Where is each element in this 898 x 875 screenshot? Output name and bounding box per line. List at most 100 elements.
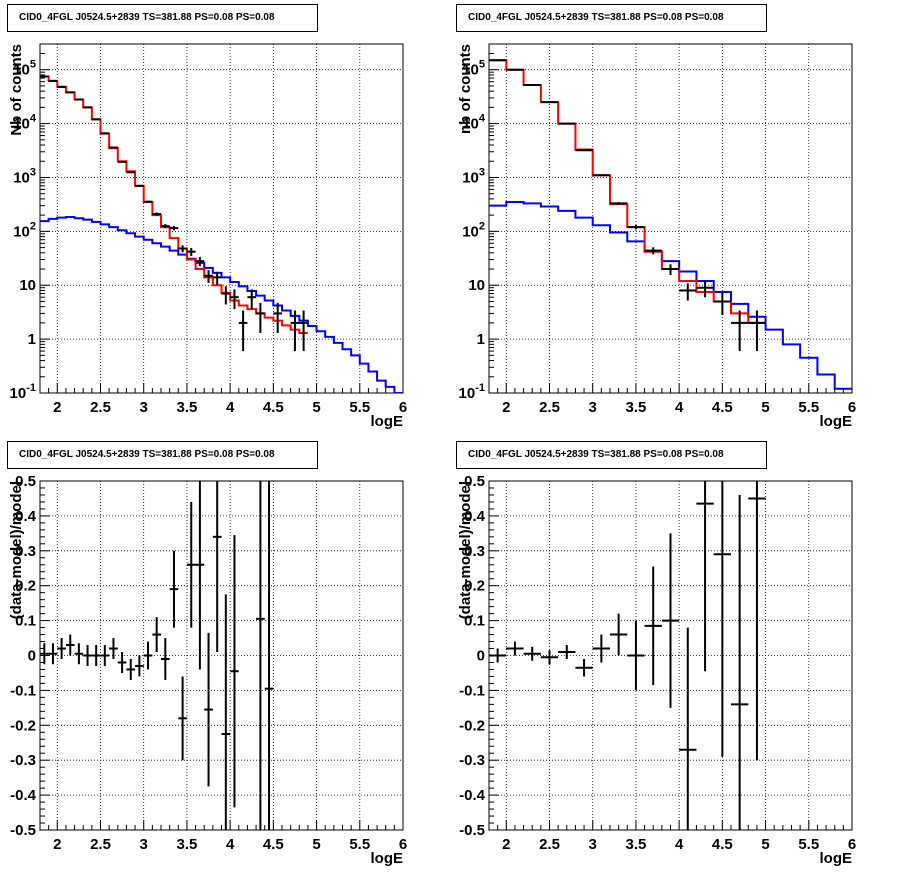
data-point	[592, 174, 610, 177]
y-tick-label: -0.5	[459, 822, 485, 839]
x-tick-label: 3.5	[625, 399, 646, 416]
data-point	[575, 658, 593, 677]
model-total-series	[489, 59, 766, 324]
data-point	[256, 302, 265, 333]
data-point	[143, 641, 153, 670]
data-point	[230, 289, 239, 310]
y-tick-label: 102	[13, 220, 36, 240]
x-tick-label: 5.5	[798, 399, 819, 416]
x-tick-label: 5	[761, 836, 769, 853]
data-point	[178, 676, 187, 761]
y-tick-label: -0.1	[459, 682, 485, 699]
y-tick-label: -0.4	[459, 787, 486, 804]
chart-svg: 2 2.5 3 3.5 4 4.5 5 5.5 6 10-1 1 10 102 103 104 105 logE…	[8, 43, 407, 430]
y-tick-label: 103	[462, 166, 485, 186]
chart-svg: 2 2.5 3 3.5 4 4.5 5 5.5 6 10-1 1 10 102 103 104 105 logE…	[457, 43, 856, 430]
y-tick-label: 103	[13, 166, 36, 186]
y-tick-label: -0.5	[10, 822, 36, 839]
y-tick-label: 0.2	[15, 578, 36, 595]
x-tick-label: 4.5	[263, 836, 284, 853]
data-point	[731, 310, 749, 352]
data-point	[731, 494, 749, 830]
data-point	[644, 247, 662, 255]
data-point	[540, 650, 559, 665]
model-background-series	[40, 215, 403, 393]
data-point	[135, 184, 144, 187]
data-point	[126, 658, 136, 680]
data-point	[40, 643, 49, 665]
y-tick-label: 10-1	[459, 382, 485, 402]
x-tick-label: 6	[848, 399, 856, 416]
data-point	[169, 550, 179, 628]
plot-frame	[39, 480, 404, 831]
x-tick-label: 5	[312, 836, 320, 853]
y-tick-label: 10	[468, 277, 485, 294]
data-point	[100, 132, 110, 135]
x-tick-label: 3	[589, 836, 597, 853]
data-point	[273, 302, 282, 333]
x-tick-label: 6	[399, 399, 407, 416]
x-tick-label: 3.5	[176, 399, 197, 416]
data-point	[83, 645, 92, 666]
data-layer	[40, 481, 274, 830]
data-point	[558, 645, 576, 659]
x-tick-label: 4.5	[712, 836, 733, 853]
data-point	[592, 634, 610, 663]
x-tick-label: 2	[502, 399, 510, 416]
plot-frame	[488, 43, 853, 394]
data-layer	[40, 75, 403, 393]
x-tick-label: 3	[140, 399, 148, 416]
x-tick-label: 3	[589, 399, 597, 416]
plot-frame	[39, 43, 404, 394]
data-point	[661, 533, 680, 708]
y-tick-label: -0.4	[10, 787, 37, 804]
x-axis-label: logE	[371, 413, 404, 430]
data-point	[48, 643, 58, 665]
x-tick-label: 2.5	[539, 836, 560, 853]
data-point	[221, 286, 231, 305]
y-tick-label: -0.3	[459, 752, 485, 769]
data-point	[186, 501, 196, 628]
data-point	[489, 648, 507, 663]
data-point	[109, 146, 118, 149]
data-point	[212, 271, 222, 285]
y-tick-label: 0	[477, 648, 485, 665]
chart-panel-residuals-left: 2 2.5 3 3.5 4 4.5 5 5.5 6 -0.5 -0.4 -0.3 -0.2 -0.1 0 0.…	[0, 437, 449, 874]
x-tick-label: 2	[53, 836, 61, 853]
x-tick-label: 5.5	[349, 836, 370, 853]
data-point	[195, 481, 205, 670]
data-point	[290, 310, 300, 352]
data-point	[627, 620, 645, 691]
data-point	[644, 566, 662, 686]
data-point	[610, 202, 628, 205]
data-point	[247, 289, 257, 310]
y-tick-label: 10	[19, 277, 36, 294]
data-point	[152, 212, 161, 216]
data-point	[109, 638, 118, 659]
y-tick-label: -0.3	[10, 752, 36, 769]
data-point	[264, 481, 274, 830]
y-tick-label: 104	[13, 113, 37, 133]
x-tick-label: 2	[502, 836, 510, 853]
data-point	[135, 655, 144, 677]
y-tick-label: -0.1	[10, 682, 36, 699]
x-tick-label: 4.5	[712, 399, 733, 416]
data-point	[152, 617, 161, 653]
chart-title: CID0_4FGL J0524.5+2839 TS=381.88 PS=0.08…	[456, 4, 767, 32]
y-tick-label: 0.5	[464, 473, 485, 490]
data-point	[65, 634, 75, 656]
chart-title: CID0_4FGL J0524.5+2839 TS=381.88 PS=0.08…	[7, 4, 318, 32]
y-tick-label: 0.1	[15, 613, 36, 630]
data-point	[299, 310, 308, 352]
model-background-series	[489, 201, 852, 390]
data-point	[696, 481, 714, 672]
data-point	[575, 149, 593, 152]
y-tick-label: 0	[28, 648, 36, 665]
data-point	[627, 225, 645, 230]
y-tick-label: 105	[13, 59, 36, 79]
data-point	[195, 257, 205, 267]
y-axis-label: Nb of counts	[8, 44, 25, 136]
x-tick-label: 4	[675, 399, 684, 416]
data-layer	[489, 59, 852, 390]
data-point	[178, 245, 187, 253]
